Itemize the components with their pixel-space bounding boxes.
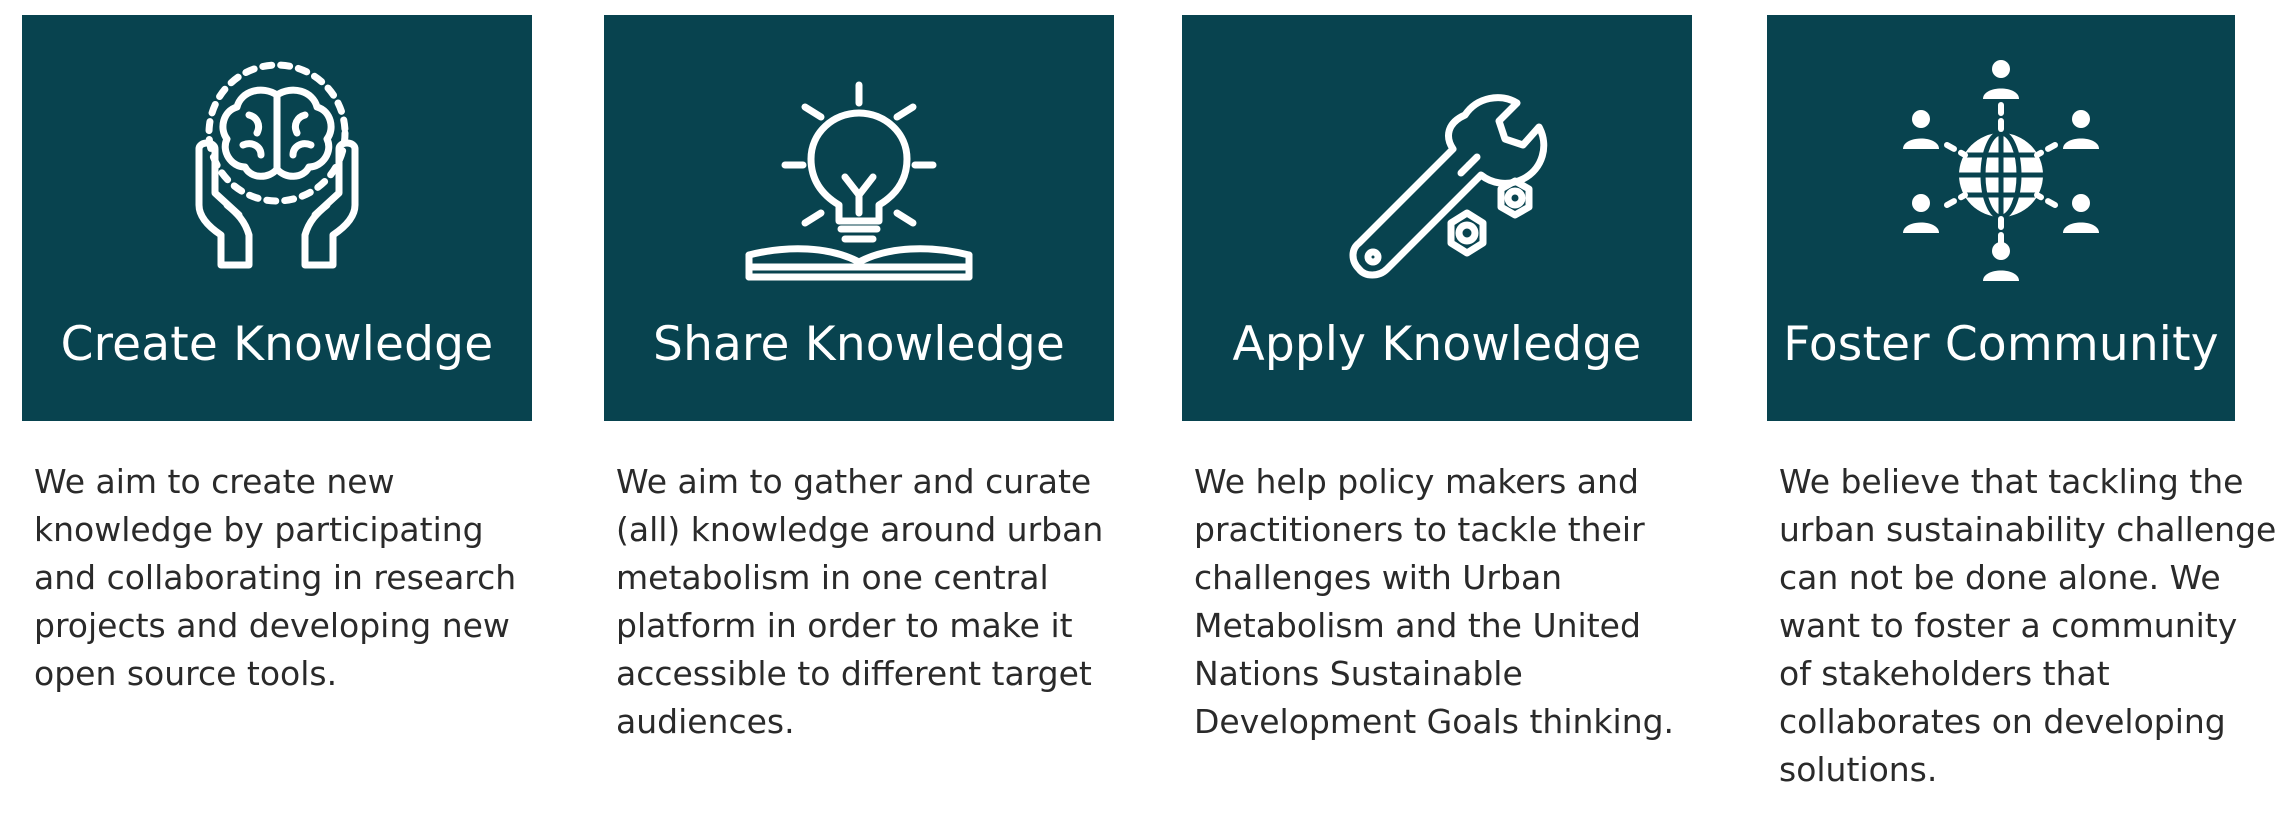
tile-create-knowledge: Create Knowledge <box>22 15 532 421</box>
card-title: Share Knowledge <box>653 317 1065 372</box>
card-title: Apply Knowledge <box>1232 317 1642 372</box>
globe-network-people-icon <box>1881 55 2121 295</box>
card-description: We aim to create new knowledge by partic… <box>34 462 517 693</box>
tile-apply-knowledge: Apply Knowledge <box>1182 15 1692 421</box>
lightbulb-open-book-icon <box>739 55 979 295</box>
card-title: Create Knowledge <box>60 317 494 372</box>
wrench-and-nuts-icon <box>1317 55 1557 295</box>
card-description: We help policy makers and practitioners … <box>1194 462 1675 741</box>
card-description: We aim to gather and curate (all) knowle… <box>616 462 1104 741</box>
tile-share-knowledge: Share Knowledge <box>604 15 1114 421</box>
hands-holding-brain-icon <box>157 55 397 295</box>
card-description: We believe that tackling the urban susta… <box>1779 462 2277 789</box>
tile-foster-community: Foster Community <box>1767 15 2235 421</box>
card-title: Foster Community <box>1783 317 2219 372</box>
